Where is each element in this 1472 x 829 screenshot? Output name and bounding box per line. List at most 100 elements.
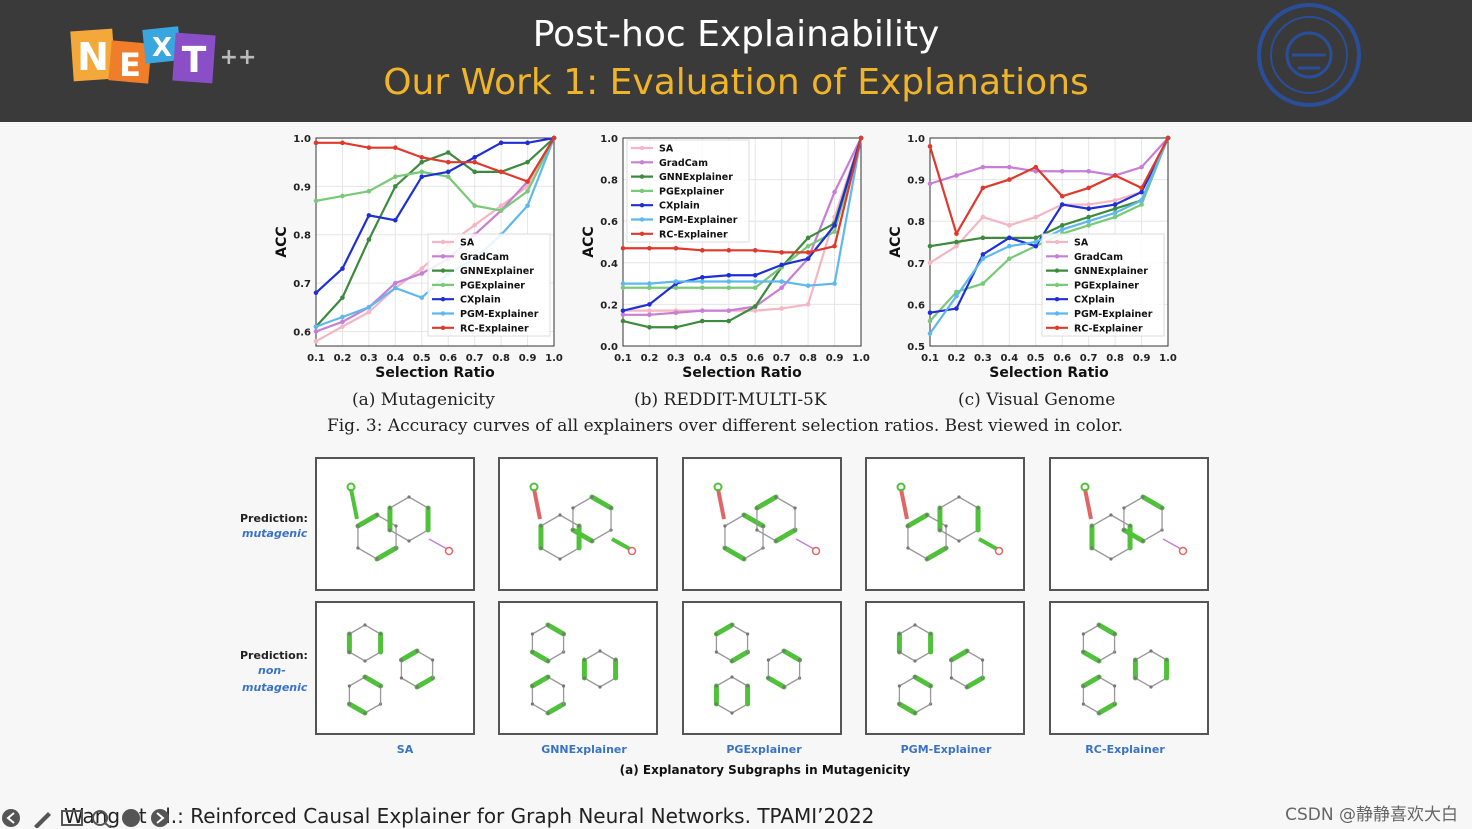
data-point <box>927 181 933 187</box>
atom <box>730 711 734 715</box>
series-line-cxplain <box>315 136 555 294</box>
series-line-gradcam <box>929 137 1169 185</box>
bond <box>773 527 798 544</box>
back-icon[interactable] <box>2 809 20 827</box>
figure-caption: Fig. 3: Accuracy curves of all explainer… <box>326 416 1124 436</box>
bond <box>376 514 397 527</box>
legend-marker <box>440 239 446 245</box>
legend-marker <box>1054 325 1060 330</box>
data-point <box>1059 227 1065 232</box>
data-point <box>313 324 319 329</box>
atom <box>415 649 419 653</box>
atom <box>1133 658 1138 662</box>
atom <box>613 658 618 662</box>
bond <box>545 701 567 716</box>
x-tick-label: 0.7 <box>466 353 484 364</box>
x-tick-label: 0.1 <box>921 353 939 364</box>
legend-marker <box>1054 239 1060 245</box>
data-point <box>726 285 732 291</box>
data-point <box>779 279 784 284</box>
bond <box>1096 622 1118 637</box>
series-line-cxplain <box>929 137 1169 314</box>
atom <box>766 676 771 680</box>
data-point <box>1086 223 1091 228</box>
legend-label: GradCam <box>659 158 708 169</box>
pen-icon[interactable] <box>34 812 51 828</box>
bond <box>357 547 378 560</box>
data-point <box>340 266 345 271</box>
data-point <box>1033 168 1039 174</box>
bond <box>716 488 726 520</box>
chart-mutagenicity: 0.1 0.2 0.3 0.4 0.5 0.6 0.7 0.8 0.9 1.0 0.6 0.7 0.8 0… <box>274 134 563 380</box>
data-point <box>647 285 652 291</box>
atom <box>590 539 594 543</box>
atom <box>399 676 404 680</box>
data-point <box>472 155 477 160</box>
y-tick-label: 0.5 <box>907 342 925 353</box>
legend-marker <box>639 217 645 222</box>
atom <box>530 684 535 688</box>
forward-icon[interactable] <box>151 809 169 827</box>
x-tick-label: 0.9 <box>519 353 537 364</box>
data-point <box>1059 193 1065 199</box>
data-point <box>927 243 933 249</box>
data-point <box>525 203 530 209</box>
bond <box>1083 488 1093 520</box>
x-tick-label: 0.8 <box>492 353 510 364</box>
bond <box>532 488 542 520</box>
molecule-graph <box>346 482 454 562</box>
data-point <box>832 229 837 234</box>
x-axis-label: Selection Ratio <box>682 365 802 380</box>
data-point <box>954 173 959 178</box>
atom <box>1081 650 1086 654</box>
legend-marker <box>1054 268 1060 273</box>
data-point <box>366 309 372 315</box>
data-point <box>366 305 372 310</box>
data-point <box>752 272 758 278</box>
data-point <box>419 266 425 271</box>
bond <box>414 675 436 690</box>
zoom-icon[interactable] <box>92 810 112 828</box>
menu-icon[interactable] <box>122 809 140 827</box>
molecule-panel <box>315 457 475 591</box>
atom <box>356 524 360 528</box>
bond <box>1091 514 1112 527</box>
legend-marker <box>1054 311 1060 316</box>
screen-icon[interactable] <box>61 810 83 826</box>
bond <box>599 650 617 661</box>
bond <box>731 703 749 714</box>
bond <box>722 545 747 562</box>
atom <box>1080 482 1090 492</box>
data-point <box>340 319 345 325</box>
data-point <box>525 188 530 194</box>
atom <box>957 539 961 543</box>
atom <box>938 528 942 532</box>
data-point <box>1139 189 1144 195</box>
row1-prediction-value: mutagenic <box>242 527 308 540</box>
bond <box>898 624 916 635</box>
data-point <box>752 285 758 291</box>
bond <box>572 496 593 509</box>
atom <box>1109 557 1113 561</box>
atom <box>1122 528 1126 532</box>
atom <box>714 650 719 654</box>
atom <box>965 649 969 653</box>
legend-marker <box>639 174 645 179</box>
bond <box>781 648 803 663</box>
bond <box>948 648 970 663</box>
atom <box>1149 649 1153 653</box>
y-axis-label: ACC <box>274 226 290 257</box>
data-point <box>805 235 811 241</box>
data-point <box>700 285 705 291</box>
data-point <box>647 312 652 318</box>
data-point <box>1007 256 1012 261</box>
data-point <box>1007 177 1012 182</box>
data-point <box>472 203 477 209</box>
bond <box>715 676 733 687</box>
bond <box>783 677 801 688</box>
series-line-rc-explainer <box>623 137 863 254</box>
atom <box>1112 632 1117 636</box>
method-label-pgexplainer: PGExplainer <box>726 743 802 756</box>
atom <box>713 482 723 492</box>
presentation-toolbar[interactable] <box>0 806 180 828</box>
